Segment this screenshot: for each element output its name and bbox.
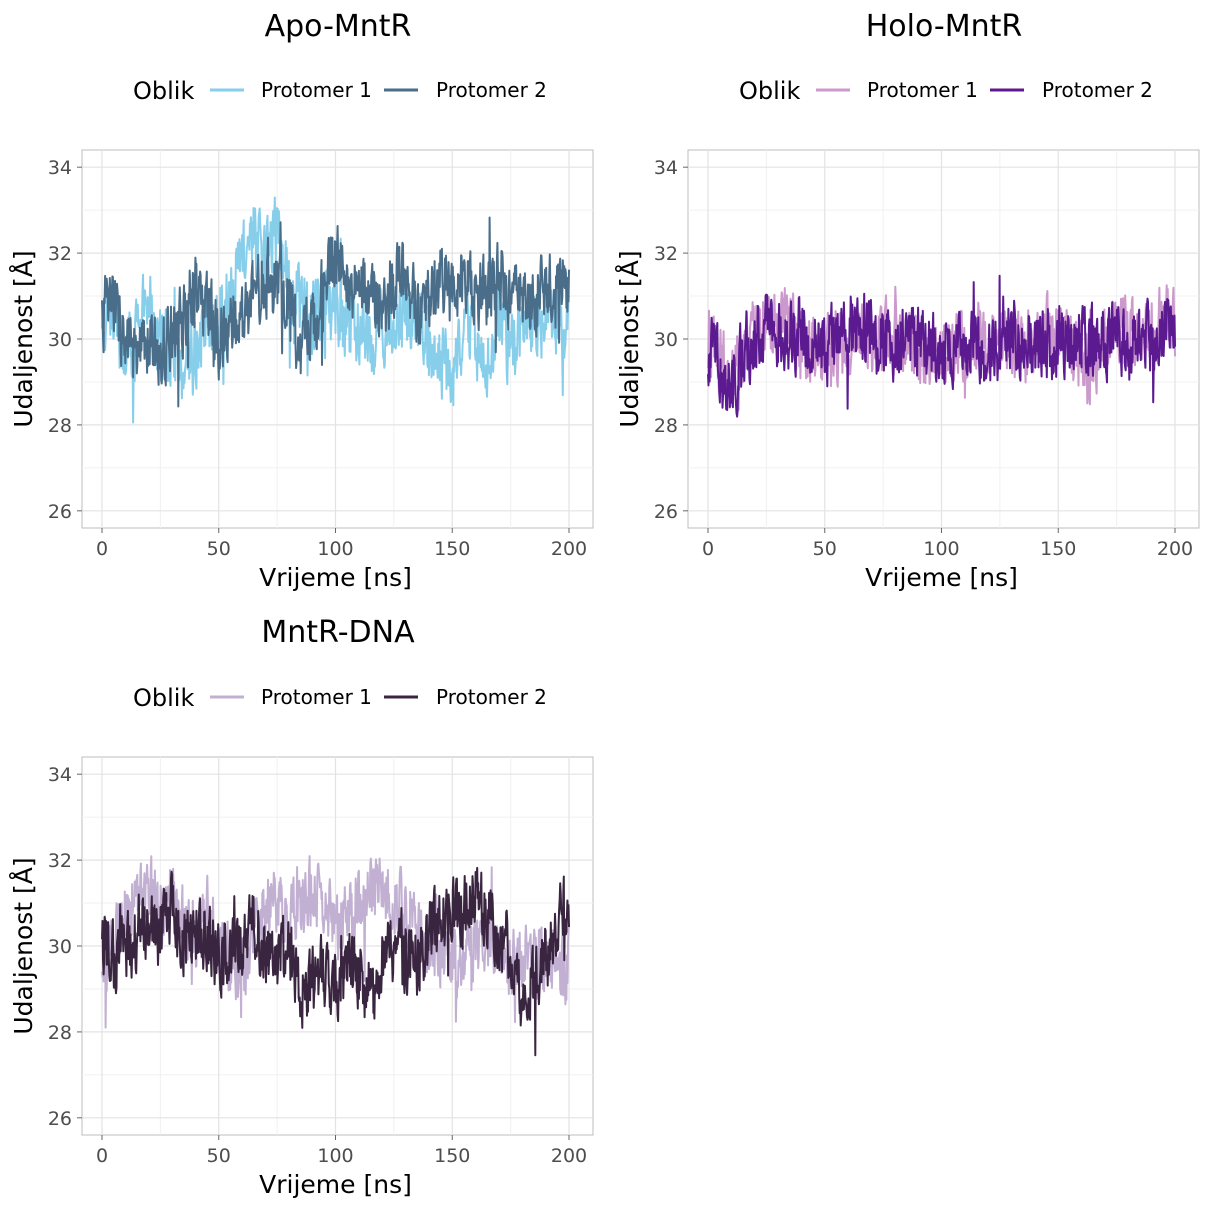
x-tick-label: 100 [317,538,353,560]
series-group [707,274,1176,418]
y-tick-label: 34 [48,764,72,786]
y-tick-label: 26 [654,501,678,523]
x-tick-label: 150 [434,1145,470,1167]
legend-label-2: Protomer 2 [436,78,547,102]
x-tick-label: 0 [96,1145,108,1167]
legend-label-2: Protomer 2 [436,685,547,709]
legend-title: Oblik [133,77,194,105]
x-tick-label: 150 [1040,538,1076,560]
x-tick-label: 50 [207,538,231,560]
legend-label-2: Protomer 2 [1042,78,1153,102]
x-tick-label: 50 [207,1145,231,1167]
y-tick-label: 32 [48,850,72,872]
series-group [101,855,570,1057]
y-tick-label: 30 [654,329,678,351]
series-line-protomer-1 [707,284,1176,411]
y-tick-label: 34 [654,157,678,179]
x-tick-label: 100 [317,1145,353,1167]
x-tick-label: 50 [813,538,837,560]
x-tick-label: 200 [1157,538,1193,560]
y-tick-label: 34 [48,157,72,179]
series-line-protomer-2 [101,216,570,408]
legend-title: Oblik [739,77,800,105]
y-axis-title: Udaljenost [Å] [615,250,644,427]
y-tick-label: 28 [48,1022,72,1044]
y-tick-label: 28 [654,415,678,437]
legend: Oblik Protomer 1 Protomer 2 [133,77,547,105]
y-tick-label: 32 [654,243,678,265]
legend-label-1: Protomer 1 [261,685,372,709]
y-tick-label: 30 [48,329,72,351]
series-line-protomer-2 [101,866,570,1057]
y-tick-label: 30 [48,936,72,958]
chart-title: Holo-MntR [866,9,1023,44]
x-tick-label: 150 [434,538,470,560]
x-tick-label: 100 [923,538,959,560]
x-axis-title: Vrijeme [ns] [259,1170,412,1199]
x-axis-title: Vrijeme [ns] [865,563,1018,592]
y-axis-title: Udaljenost [Å] [9,250,38,427]
panel-0: Apo-MntR Oblik Protomer 1 Protomer 2 0 50 100 1… [9,9,594,592]
y-tick-label: 26 [48,501,72,523]
legend-label-1: Protomer 1 [261,78,372,102]
panel-1: Holo-MntR Oblik Protomer 1 Protomer 2 0 50 100… [615,9,1200,592]
x-tick-label: 200 [551,1145,587,1167]
chart-title: Apo-MntR [265,9,412,44]
legend: Oblik Protomer 1 Protomer 2 [739,77,1153,105]
series-line-protomer-2 [707,274,1176,418]
y-tick-label: 26 [48,1108,72,1130]
panel-2: MntR-DNA Oblik Protomer 1 Protomer 2 0 50 100 1… [9,615,594,1199]
legend-title: Oblik [133,684,194,712]
legend: Oblik Protomer 1 Protomer 2 [133,684,547,712]
series-line-protomer-1 [101,196,570,424]
x-axis-title: Vrijeme [ns] [259,563,412,592]
x-tick-label: 0 [702,538,714,560]
chart-title: MntR-DNA [261,615,415,650]
x-tick-label: 200 [551,538,587,560]
x-tick-label: 0 [96,538,108,560]
series-group [101,196,570,424]
y-tick-label: 32 [48,243,72,265]
legend-label-1: Protomer 1 [867,78,978,102]
y-tick-label: 28 [48,415,72,437]
gridlines [688,150,1199,528]
y-axis-title: Udaljenost [Å] [9,857,38,1034]
